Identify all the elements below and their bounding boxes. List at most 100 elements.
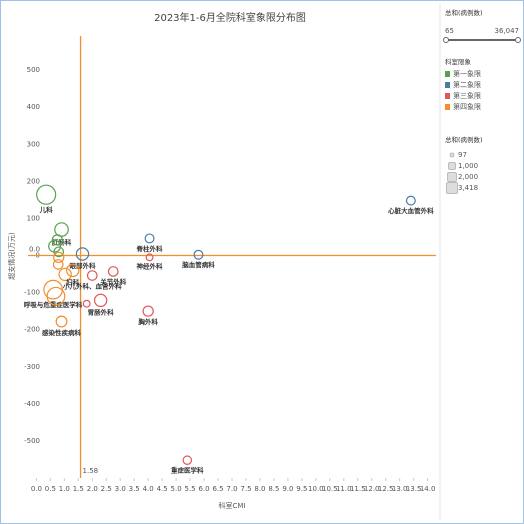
size-legend-label: 97: [458, 151, 467, 159]
size-legend-mark: [448, 162, 456, 170]
y-tick-label: 300: [27, 140, 40, 148]
y-tick-label: -500: [24, 437, 40, 445]
x-tick-label: 3.5: [129, 485, 140, 493]
size-legend-mark: [449, 152, 455, 158]
point-label: 小儿外科、血管外科: [62, 281, 122, 290]
point: [142, 305, 154, 317]
x-tick-label: 1.0: [59, 485, 70, 493]
color-legend-title: 科室限象: [445, 57, 472, 66]
point-label: 心脏大血管外科: [388, 206, 434, 215]
legend-label: 第一象限: [453, 69, 481, 78]
chart-title: 2023年1-6月全院科室象限分布图: [154, 11, 306, 24]
point: [46, 286, 66, 306]
y-tick-label: -300: [24, 363, 40, 371]
point: [58, 267, 72, 282]
size-legend-label: 3,418: [458, 184, 478, 192]
point-label: 儿科: [39, 205, 54, 214]
x-tick-label: 5.0: [171, 485, 182, 493]
point-label: 神经外科: [137, 262, 164, 271]
point: [53, 246, 65, 258]
y-tick-label: 200: [27, 177, 40, 185]
x-tick-label: 12.0: [364, 485, 380, 493]
slider-handle[interactable]: [515, 37, 521, 43]
reference-label-x: 1.58: [83, 467, 99, 475]
point-label: 胃肠外科: [88, 307, 115, 316]
y-tick-label: 400: [27, 103, 40, 111]
point: [93, 293, 108, 308]
x-tick-label: 0.0: [31, 485, 42, 493]
point: [193, 249, 204, 260]
x-tick-label: 13.0: [392, 485, 408, 493]
point-label: 胸外科: [138, 317, 158, 326]
x-tick-label: 11.0: [336, 485, 352, 493]
filter-title: 总和(病例数): [445, 8, 483, 17]
legend-label: 第三象限: [453, 91, 481, 100]
point-label: 脊柱外科: [136, 244, 164, 253]
x-tick-label: 10.0: [308, 485, 324, 493]
x-tick-label: 0.5: [45, 485, 56, 493]
point-label: 关节外科: [100, 277, 127, 286]
size-legend-title: 总和(病例数): [445, 135, 483, 144]
x-tick-label: 12.5: [378, 485, 394, 493]
filter-max: 36,047: [495, 27, 520, 35]
point-label: 妇科: [66, 277, 80, 286]
x-tick-label: 13.5: [406, 485, 422, 493]
y-tick-label: -200: [24, 326, 40, 334]
y-tick-label: 500: [27, 66, 40, 74]
x-tick-label: 10.5: [322, 485, 338, 493]
point-label: 脑血管病科: [181, 260, 215, 269]
point: [51, 234, 64, 246]
point-label: 感染性疾病科: [42, 328, 82, 337]
legend-swatch: [445, 82, 450, 88]
legend-swatch: [445, 104, 450, 110]
point: [107, 266, 119, 277]
x-tick-label: 11.5: [350, 485, 366, 493]
point: [36, 184, 57, 205]
point: [145, 253, 154, 262]
x-tick-label: 9.0: [282, 485, 293, 493]
point: [55, 315, 68, 328]
y-tick-label: -100: [24, 289, 40, 297]
point: [182, 455, 193, 465]
x-tick-label: 1.5: [73, 485, 84, 493]
reference-label-y: 0.0: [29, 246, 40, 254]
x-tick-label: 4.0: [143, 485, 154, 493]
x-tick-label: 9.5: [296, 485, 307, 493]
point-label: 重症医学科: [171, 465, 204, 474]
x-axis-label: 科室CMI: [219, 501, 246, 510]
point-label: 眼部外科: [69, 261, 96, 270]
size-legend-mark: [447, 172, 457, 182]
filter-min: 65: [445, 27, 454, 35]
x-tick-label: 7.0: [226, 485, 237, 493]
slider-handle[interactable]: [443, 37, 449, 43]
point: [53, 251, 65, 264]
x-tick-label: 8.0: [254, 485, 265, 493]
point: [75, 247, 90, 261]
point: [86, 270, 98, 281]
legend-swatch: [445, 93, 450, 99]
point: [405, 195, 416, 206]
legend-label: 第二象限: [453, 80, 481, 89]
y-tick-label: -400: [24, 400, 40, 408]
x-tick-label: 6.0: [198, 485, 209, 493]
x-tick-label: 8.5: [268, 485, 279, 493]
x-tick-label: 4.5: [157, 485, 168, 493]
point: [82, 299, 91, 308]
x-tick-label: 6.5: [212, 485, 223, 493]
point: [144, 233, 155, 244]
x-tick-label: 2.0: [87, 485, 98, 493]
y-axis-label: 超支情况(万元): [7, 232, 16, 280]
legend-label: 第四象限: [453, 102, 481, 111]
x-tick-label: 14.0: [420, 485, 436, 493]
y-tick-label: 100: [27, 214, 40, 222]
legend-swatch: [445, 71, 450, 77]
size-legend-label: 1,000: [458, 162, 478, 170]
x-tick-label: 2.5: [101, 485, 112, 493]
point: [52, 259, 64, 270]
x-tick-label: 7.5: [240, 485, 251, 493]
size-legend-mark: [446, 182, 458, 194]
x-tick-label: 5.5: [185, 485, 196, 493]
size-legend-label: 2,000: [458, 173, 478, 181]
